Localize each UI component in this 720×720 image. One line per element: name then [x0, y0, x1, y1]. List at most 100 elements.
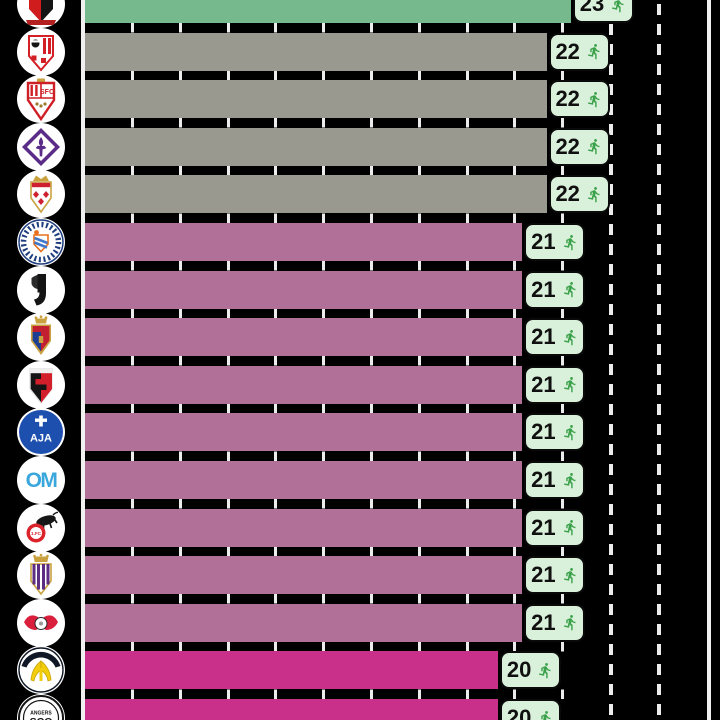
value-label: 22: [555, 86, 580, 112]
value-badge: 21: [524, 365, 586, 404]
stat-bar: [85, 413, 523, 452]
value-badge: 21: [524, 556, 586, 595]
value-label: 21: [531, 229, 556, 254]
running-player-icon: [537, 710, 554, 720]
row-montpellier: 21: [0, 218, 720, 266]
hellas-verona-crest-icon: [17, 646, 65, 695]
value-label: 21: [531, 419, 556, 445]
row-marseille: OM 21: [0, 456, 720, 504]
rennes-crest-icon: [17, 360, 65, 409]
value-label: 22: [555, 133, 580, 159]
marseille-crest-icon: OM: [17, 456, 65, 504]
gridline-tick: [227, 0, 230, 720]
svg-text:SFC: SFC: [40, 89, 54, 96]
fiorentina-crest-icon: [17, 122, 65, 171]
running-player-icon: [562, 281, 579, 298]
running-player-icon: [562, 424, 579, 441]
value-badge: 22: [548, 127, 610, 166]
row-ogc-nice: 23: [0, 0, 720, 28]
stat-bar: [85, 699, 499, 720]
value-badge: 21: [524, 508, 586, 547]
monaco-crest-icon: [17, 170, 65, 219]
reference-dashed-line-2: [657, 0, 661, 720]
gridline-tick: [561, 0, 564, 720]
border-line-right: [707, 0, 711, 720]
row-rennes: 21: [0, 360, 720, 409]
stat-bar: [85, 223, 523, 261]
running-player-icon: [562, 567, 579, 584]
value-badge: 21: [524, 270, 586, 309]
row-angers-sco: ANGERS ‹SCO› 20: [0, 694, 720, 720]
value-badge: 21: [524, 223, 586, 261]
row-hellas-verona: 20: [0, 646, 720, 695]
fc-koln-crest-icon: 1.FC: [17, 503, 65, 552]
row-monaco: 22: [0, 170, 720, 219]
svg-text:1.FC: 1.FC: [31, 531, 42, 536]
value-label: 23: [579, 0, 605, 16]
axis-line-left: [81, 0, 85, 720]
stat-bar: [85, 80, 547, 119]
stat-bar: [85, 318, 523, 357]
stat-bar: [85, 651, 499, 690]
running-player-icon: [537, 662, 554, 679]
running-player-icon: [586, 43, 603, 60]
value-badge: 22: [548, 175, 610, 214]
running-player-icon: [610, 0, 627, 13]
value-label: 21: [531, 276, 556, 302]
running-player-icon: [586, 138, 603, 155]
row-juventus: 21: [0, 265, 720, 314]
value-badge: 21: [524, 413, 586, 452]
gridline-tick: [322, 0, 325, 720]
stat-bar: [85, 0, 571, 23]
gridline-tick: [131, 0, 134, 720]
running-player-icon: [562, 614, 579, 631]
running-player-icon: [562, 472, 579, 489]
value-badge: 21: [524, 318, 586, 357]
montpellier-crest-icon: [17, 218, 65, 266]
value-badge: 23: [573, 0, 634, 23]
row-sevilla: SFC 22: [0, 75, 720, 124]
juventus-crest-icon: [17, 265, 65, 314]
value-badge: 21: [524, 603, 586, 642]
svg-text:OM: OM: [26, 469, 58, 492]
value-badge: 20: [500, 651, 562, 690]
running-player-icon: [562, 519, 579, 536]
row-auxerre: AJA 21: [0, 408, 720, 457]
running-player-icon: [562, 329, 579, 346]
value-label: 22: [555, 38, 580, 64]
ogc-nice-crest-icon: [17, 0, 65, 28]
row-fc-koln: 1.FC 21: [0, 503, 720, 552]
stat-bar: [85, 32, 547, 71]
value-label: 21: [531, 562, 556, 588]
stat-bar: [85, 461, 523, 499]
value-label: 21: [531, 609, 556, 635]
ac-ajaccio-crest-icon: [17, 27, 65, 76]
value-label: 21: [531, 467, 556, 492]
angers-sco-crest-icon: ANGERS ‹SCO›: [17, 694, 65, 720]
gridline-tick: [370, 0, 373, 720]
value-label: 21: [531, 371, 556, 397]
value-label: 20: [506, 657, 532, 683]
value-badge: 20: [500, 699, 562, 720]
svg-text:AJA: AJA: [30, 433, 52, 445]
gridline-tick: [466, 0, 469, 720]
row-fiorentina: 22: [0, 122, 720, 171]
value-label: 21: [531, 514, 556, 540]
svg-text:ANGERS: ANGERS: [30, 711, 52, 717]
value-label: 20: [506, 705, 532, 720]
valladolid-crest-icon: [17, 551, 65, 600]
reference-dashed-line-1: [609, 0, 613, 720]
running-player-icon: [586, 91, 603, 108]
running-player-icon: [586, 186, 603, 203]
stat-bar: [85, 270, 523, 309]
stat-bar: [85, 365, 523, 404]
value-badge: 21: [524, 461, 586, 499]
stat-bar: [85, 175, 547, 214]
stat-bar: [85, 127, 547, 166]
elche-crest-icon: [17, 313, 65, 362]
gridline-tick: [274, 0, 277, 720]
running-player-icon: [562, 376, 579, 393]
rb-leipzig-crest-icon: [17, 598, 65, 647]
stat-bar: [85, 508, 523, 547]
